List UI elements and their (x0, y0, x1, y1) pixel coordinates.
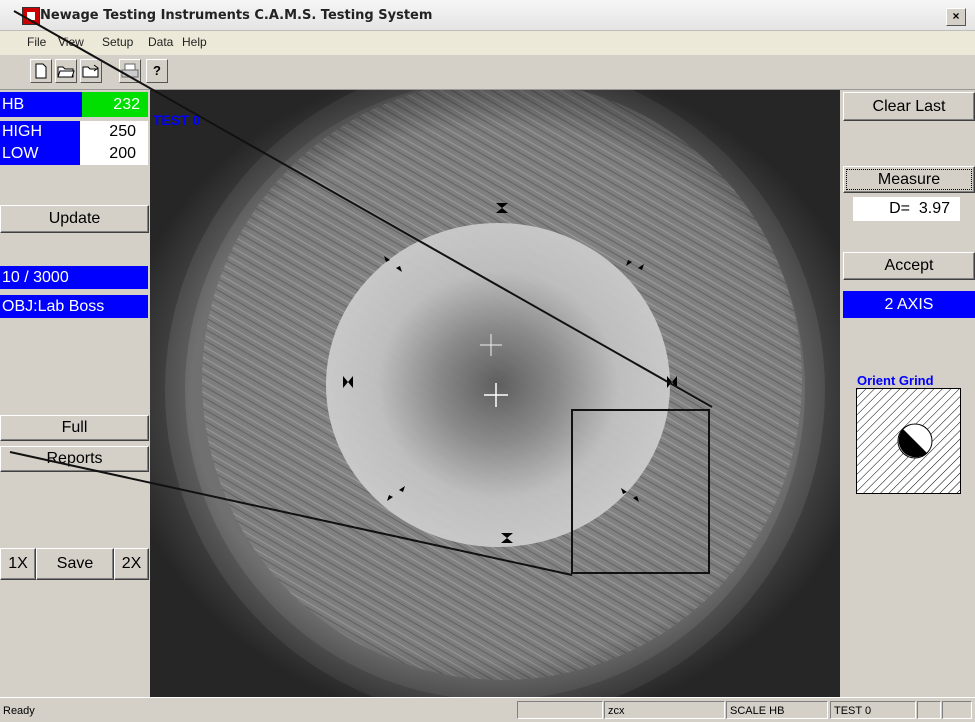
measure-button[interactable]: Measure (843, 166, 975, 193)
hb-value: 232 (82, 92, 148, 117)
low-label: LOW (0, 143, 80, 165)
app-icon[interactable] (22, 7, 40, 25)
menu-file[interactable]: File (27, 35, 47, 49)
indentation-image[interactable]: TEST 0 (150, 90, 840, 697)
update-button[interactable]: Update (0, 205, 149, 233)
reports-button[interactable]: Reports (0, 446, 149, 472)
menu-setup[interactable]: Setup (102, 35, 134, 49)
zoom-1x-button[interactable]: 1X (0, 548, 36, 580)
high-label: HIGH (0, 121, 80, 143)
status-test: TEST 0 (830, 701, 916, 719)
full-button[interactable]: Full (0, 415, 149, 441)
open-file-icon[interactable] (80, 59, 102, 83)
menu-bar: File View Setup Data Help (0, 31, 975, 55)
test-overlay-label: TEST 0 (153, 112, 201, 128)
object-info: OBJ:Lab Boss (0, 295, 148, 318)
status-cell-empty (517, 701, 603, 719)
load-info: 10 / 3000 (0, 266, 148, 289)
left-panel: HB 232 HIGH 250 LOW 200 Update 10 / 3000… (0, 90, 150, 697)
accept-button[interactable]: Accept (843, 252, 975, 280)
low-value[interactable]: 200 (80, 143, 148, 165)
orient-grind-control[interactable] (856, 388, 961, 494)
status-ready: Ready (3, 705, 35, 717)
print-icon[interactable] (119, 59, 141, 83)
menu-data[interactable]: Data (148, 35, 174, 49)
title-bar: Newage Testing Instruments C.A.M.S. Test… (0, 0, 975, 31)
hb-label: HB (0, 92, 82, 117)
close-button[interactable]: × (946, 8, 966, 26)
status-bar: Ready zcx SCALE HB TEST 0 (0, 697, 975, 722)
orient-grind-label: Orient Grind (857, 373, 934, 388)
menu-help[interactable]: Help (182, 35, 207, 49)
status-cell-6 (917, 701, 941, 719)
high-value[interactable]: 250 (80, 121, 148, 143)
zoom-2x-button[interactable]: 2X (114, 548, 149, 580)
new-file-icon[interactable] (30, 59, 52, 83)
open-folder-icon[interactable] (55, 59, 77, 83)
toolbar: ? (0, 55, 975, 90)
status-cell-7 (942, 701, 972, 719)
status-scale: SCALE HB (726, 701, 828, 719)
clear-last-button[interactable]: Clear Last (843, 92, 975, 121)
help-icon[interactable]: ? (146, 59, 168, 83)
window-title: Newage Testing Instruments C.A.M.S. Test… (40, 8, 433, 23)
axis-mode-label: 2 AXIS (843, 291, 975, 318)
status-cell-user: zcx (604, 701, 725, 719)
diameter-readout: D= 3.97 (853, 197, 960, 221)
menu-view[interactable]: View (58, 35, 84, 49)
save-button[interactable]: Save (36, 548, 114, 580)
right-panel: Clear Last Measure D= 3.97 Accept 2 AXIS… (840, 90, 975, 697)
